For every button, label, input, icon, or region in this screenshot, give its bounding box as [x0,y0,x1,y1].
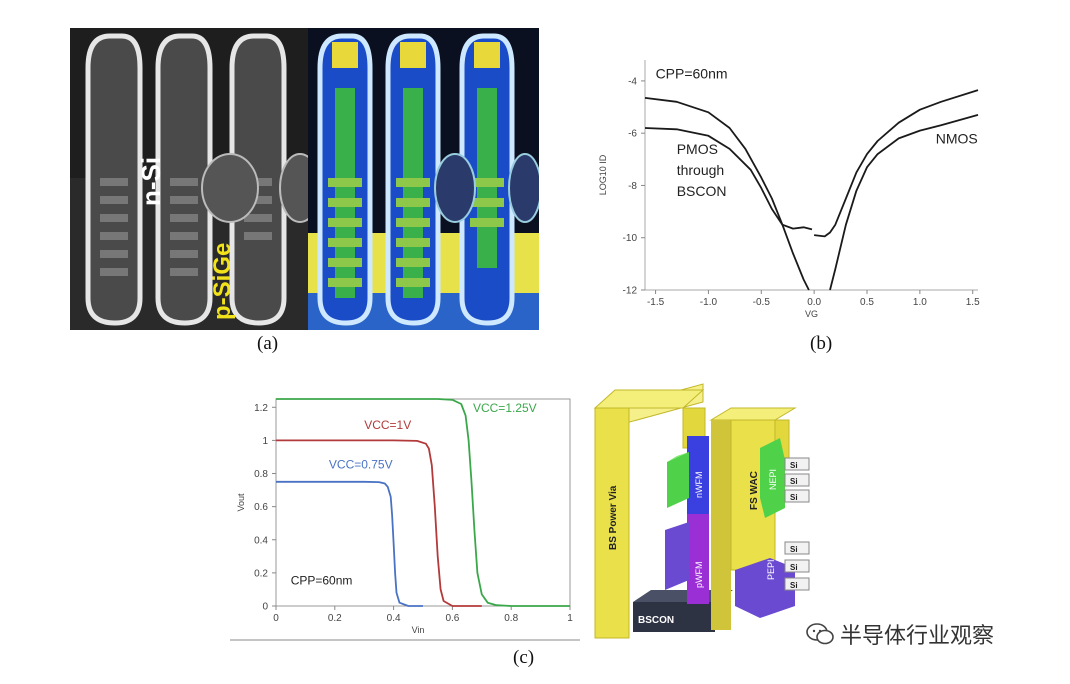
annotation-label: NMOS [936,131,978,147]
chart-b-idvg: -1.5 -1.0 -0.5 0.0 0.5 1.0 1.5 -12 -10 -8 -6 -4 VG LO… [598,60,980,319]
caption-c: (c) [513,647,535,668]
si-label: Si [790,461,798,470]
series-line-pmos [644,97,810,291]
annotation-label: CPP=60nm [291,573,353,587]
si-fins: Si Si Si Si Si Si [784,457,810,591]
x-tick-label: 1.0 [913,297,927,308]
series-label: VCC=1V [364,418,411,432]
x-tick-label: 0.8 [504,613,518,624]
watermark: 半导体行业观察 [806,618,994,650]
si-label: Si [790,563,798,572]
y-tick-label: 0.4 [254,535,268,546]
series-line-vcc-0-75v [276,480,423,607]
x-tick-label: 0 [273,613,279,624]
y-tick-label: 0.8 [254,469,268,480]
y-tick-label: -4 [628,76,637,87]
nepi-label: NEPI [768,469,778,490]
si-label: Si [790,493,798,502]
cfet-3d-structure: BS Power Via BSCON nWFM pWFM FS WAC NEPI… [593,383,810,639]
y-tick-label: -8 [628,181,637,192]
y-tick-label: 0.2 [254,568,268,579]
x-tick-label: 0.6 [445,613,459,624]
bs-power-via-label: BS Power Via [608,485,619,550]
p-sige-label: p-SiGe [209,243,236,320]
caption-b: (b) [810,333,833,354]
series-label: VCC=0.75V [329,458,393,472]
x-tick-label: 0.4 [387,613,401,624]
y-tick-label: 1.2 [254,403,268,414]
annotation-label: CPP=60nm [656,65,728,81]
chart-c-vtc: 0 0.2 0.4 0.6 0.8 1 0 0.2 0.4 0.6 0.8 1 1.2 Vin Vout VC… [230,398,580,641]
series-line-nmos [829,114,979,291]
tem-image-panel: n-Si p-SiGe [70,28,539,330]
x-tick-label: 0.2 [328,613,342,624]
y-tick-label: 0.6 [254,502,268,513]
y-axis-label: LOG10 ID [598,154,608,195]
x-axis-label: Vin [412,625,425,635]
x-tick-label: 0.5 [860,297,874,308]
n-si-label: n-Si [136,157,166,206]
nwfm-label: nWFM [694,472,704,499]
x-axis-label: VG [805,309,818,319]
series-line-vcc-1-25v [276,398,570,607]
series-label: VCC=1.25V [473,401,537,415]
series-line-pmos [644,127,813,231]
color-edx-map [308,28,539,330]
pepi-label: PEPI [766,559,776,580]
si-label: Si [790,477,798,486]
x-tick-label: -1.5 [647,297,665,308]
annotation-label: through [677,162,724,178]
y-tick-label: -6 [628,129,637,140]
wechat-icon [806,623,834,645]
fs-wac-label: FS WAC [749,471,760,510]
si-label: Si [790,581,798,590]
y-tick-label: -10 [623,233,638,244]
x-tick-label: -0.5 [753,297,771,308]
y-tick-label: -12 [623,286,638,297]
pwfm-label: pWFM [694,562,704,589]
y-tick-label: 0 [262,602,268,613]
watermark-text: 半导体行业观察 [840,624,995,649]
y-tick-label: 1 [262,436,268,447]
series-line-vcc-1v [276,439,482,607]
annotation-label: BSCON [677,183,727,199]
series-line-nmos [813,89,979,238]
si-label: Si [790,545,798,554]
x-tick-label: -1.0 [700,297,718,308]
y-axis-label: Vout [236,493,246,512]
annotation-label: PMOS [677,141,718,157]
bscon-label: BSCON [638,615,674,626]
x-tick-label: 0.0 [807,297,821,308]
x-tick-label: 1 [567,613,573,624]
x-tick-label: 1.5 [966,297,980,308]
caption-a: (a) [257,333,279,354]
grayscale-tem: n-Si p-SiGe [70,28,321,330]
